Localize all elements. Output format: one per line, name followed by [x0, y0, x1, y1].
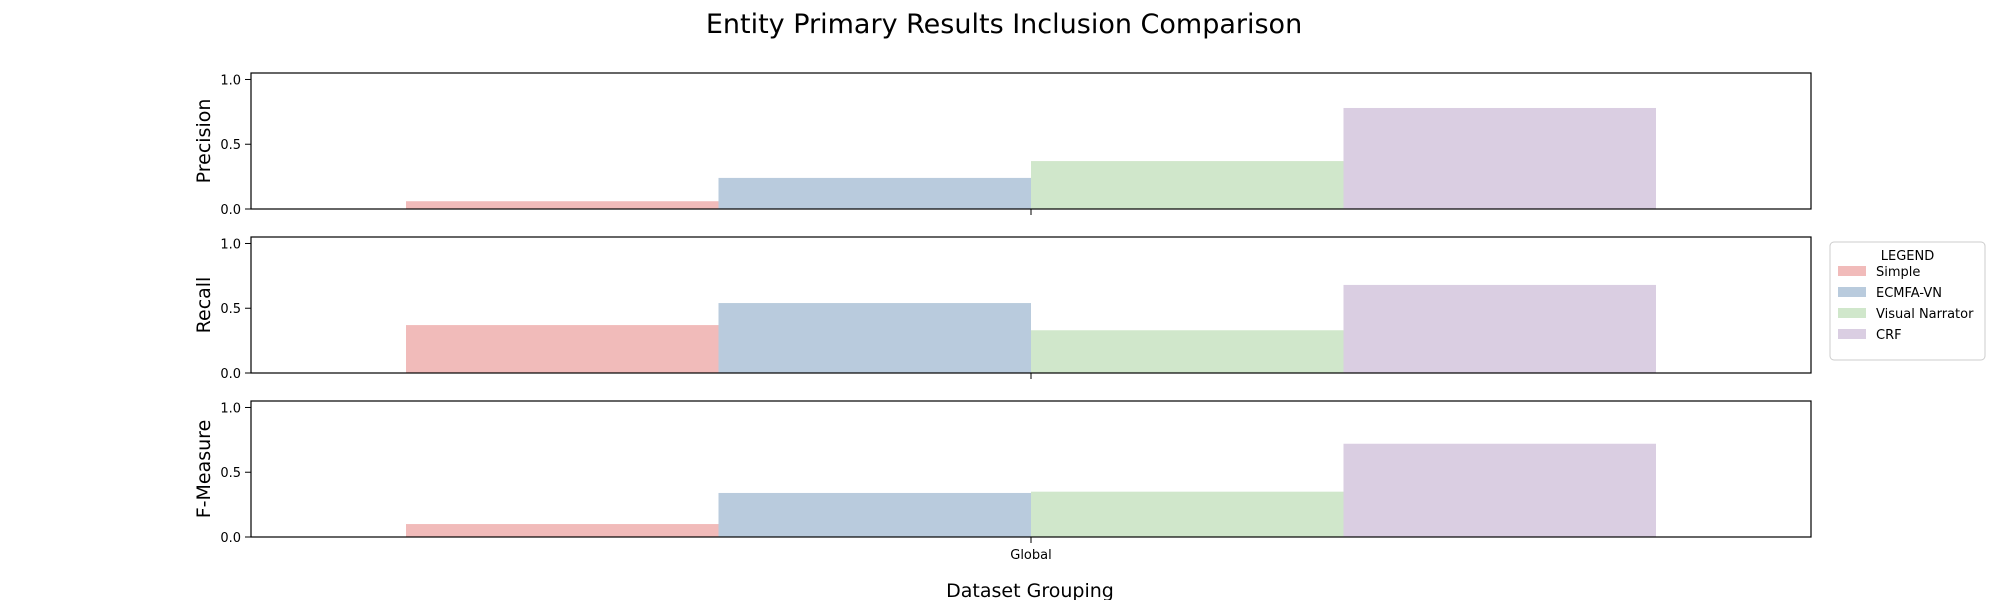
bar-precision-simple [406, 201, 719, 209]
y-axis-label-recall: Recall [193, 277, 215, 334]
y-tick-label: 0.0 [220, 531, 241, 546]
legend-label-visual-narrator: Visual Narrator [1876, 307, 1974, 322]
x-tick-label: Global [1010, 548, 1051, 563]
y-tick-label: 0.5 [220, 302, 241, 317]
y-tick-label: 0.5 [220, 138, 241, 153]
bar-recall-simple [406, 325, 719, 373]
panel-f-measure: 0.0 0.5 1.0 F-Measure Global [193, 400, 1812, 563]
bar-f-measure-visual-narrator [1031, 491, 1344, 537]
y-tick-label: 1.0 [220, 401, 241, 416]
y-tick-label: 0.5 [220, 466, 241, 481]
legend-swatch-ecmfa-vn [1838, 287, 1866, 297]
legend-label-ecmfa-vn: ECMFA-VN [1876, 286, 1942, 301]
y-tick-label: 1.0 [220, 237, 241, 252]
legend-label-crf: CRF [1876, 328, 1902, 343]
legend-swatch-simple [1838, 266, 1866, 276]
legend-swatch-crf [1838, 329, 1866, 339]
chart-title: Entity Primary Results Inclusion Compari… [706, 9, 1302, 40]
bar-f-measure-crf [1343, 443, 1656, 537]
x-axis-label: Dataset Grouping [946, 580, 1114, 600]
y-axis-label-precision: Precision [193, 99, 215, 184]
bar-precision-crf [1343, 107, 1656, 209]
legend-swatch-visual-narrator [1838, 308, 1866, 318]
bar-f-measure-simple [406, 524, 719, 537]
y-tick-label: 0.0 [220, 367, 241, 382]
y-tick-label: 0.0 [220, 203, 241, 218]
bar-precision-visual-narrator [1031, 161, 1344, 209]
y-tick-label: 1.0 [220, 73, 241, 88]
bar-f-measure-ecmfa-vn [718, 492, 1031, 537]
bar-recall-ecmfa-vn [718, 303, 1031, 373]
panels: 0.0 0.5 1.0 Precision 0.0 0.5 1.0 Recall 0.0 0.5 1… [193, 72, 1812, 563]
panel-recall: 0.0 0.5 1.0 Recall [193, 236, 1812, 382]
bar-recall-crf [1343, 284, 1656, 373]
bar-precision-ecmfa-vn [718, 177, 1031, 209]
panel-precision: 0.0 0.5 1.0 Precision [193, 72, 1812, 218]
legend-label-simple: Simple [1876, 265, 1920, 280]
bar-recall-visual-narrator [1031, 330, 1344, 373]
legend-title: LEGEND [1881, 249, 1934, 264]
legend-box [1829, 241, 1986, 361]
y-axis-label-f-measure: F-Measure [193, 420, 215, 519]
